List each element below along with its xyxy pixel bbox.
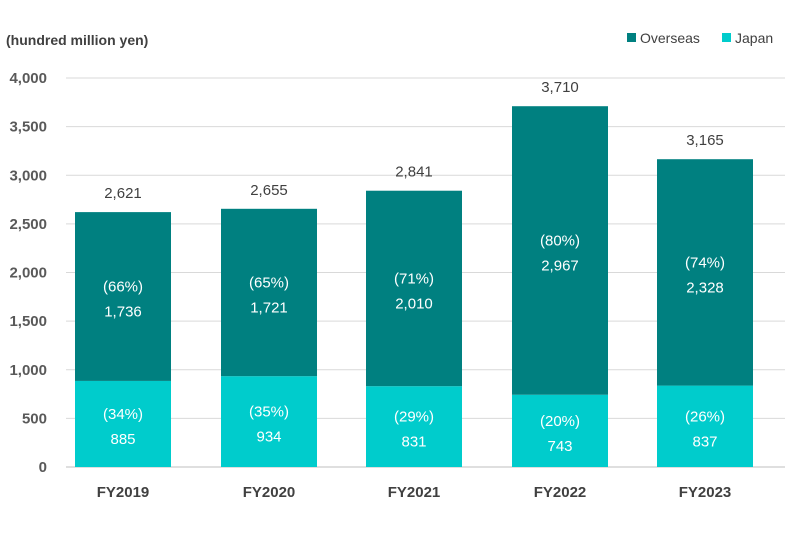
y-axis-ticks: 0 500 1,000 1,500 2,000 2,500 3,000 3,500 4,000 <box>9 70 47 476</box>
overseas-value-label: 2,010 <box>395 295 433 312</box>
japan-share-label: (35%) <box>249 404 289 421</box>
legend-label-japan: Japan <box>735 30 773 46</box>
overseas-value-label: 2,967 <box>541 257 579 274</box>
y-tick-label: 4,000 <box>9 70 47 87</box>
japan-value-label: 837 <box>692 433 717 450</box>
total-label: 3,710 <box>541 79 579 96</box>
x-axis-ticks: FY2019 FY2020 FY2021 FY2022 FY2023 <box>97 484 732 501</box>
legend: Overseas Japan <box>627 30 773 46</box>
bar-overseas-fy2022 <box>512 106 608 395</box>
y-tick-label: 2,500 <box>9 216 47 233</box>
japan-value-label: 885 <box>110 431 135 448</box>
y-tick-label: 2,000 <box>9 265 47 282</box>
y-tick-label: 1,000 <box>9 362 47 379</box>
overseas-share-label: (74%) <box>685 254 725 271</box>
japan-value-label: 743 <box>547 438 572 455</box>
legend-swatch-overseas <box>627 33 636 42</box>
total-label: 3,165 <box>686 132 724 149</box>
japan-share-label: (34%) <box>103 406 143 423</box>
y-tick-label: 3,500 <box>9 119 47 136</box>
overseas-value-label: 1,721 <box>250 299 288 316</box>
japan-share-label: (26%) <box>685 408 725 425</box>
x-tick-label: FY2022 <box>534 484 587 501</box>
y-tick-label: 3,000 <box>9 167 47 184</box>
legend-swatch-japan <box>722 33 731 42</box>
japan-share-label: (29%) <box>394 409 434 426</box>
y-tick-label: 0 <box>39 459 47 476</box>
bar-japan-fy2021 <box>366 386 462 467</box>
overseas-value-label: 1,736 <box>104 304 142 321</box>
x-tick-label: FY2021 <box>388 484 441 501</box>
total-label: 2,621 <box>104 185 142 202</box>
data-labels: (34%) 885 (66%) 1,736 2,621 (35%) 934 (65%) 1,72… <box>103 79 725 455</box>
bar-japan-fy2019 <box>75 380 171 467</box>
legend-label-overseas: Overseas <box>640 30 700 46</box>
overseas-share-label: (65%) <box>249 274 289 291</box>
japan-value-label: 934 <box>256 429 281 446</box>
overseas-share-label: (80%) <box>540 232 580 249</box>
japan-share-label: (20%) <box>540 413 580 430</box>
x-tick-label: FY2020 <box>243 484 296 501</box>
bar-overseas-fy2020 <box>221 208 317 377</box>
bar-japan-fy2020 <box>221 376 317 467</box>
x-tick-label: FY2019 <box>97 484 150 501</box>
y-tick-label: 500 <box>22 410 47 427</box>
bar-japan-fy2022 <box>512 394 608 467</box>
x-tick-label: FY2023 <box>679 484 732 501</box>
bar-overseas-fy2021 <box>366 190 462 387</box>
overseas-value-label: 2,328 <box>686 279 724 296</box>
bar-overseas-fy2019 <box>75 212 171 381</box>
bars <box>75 106 753 467</box>
overseas-share-label: (66%) <box>103 279 143 296</box>
bar-overseas-fy2023 <box>657 159 753 386</box>
total-label: 2,841 <box>395 164 433 181</box>
overseas-share-label: (71%) <box>394 270 434 287</box>
y-axis-unit-label: (hundred million yen) <box>6 32 148 48</box>
total-label: 2,655 <box>250 182 288 199</box>
japan-value-label: 831 <box>401 434 426 451</box>
y-tick-label: 1,500 <box>9 313 47 330</box>
bar-japan-fy2023 <box>657 385 753 467</box>
